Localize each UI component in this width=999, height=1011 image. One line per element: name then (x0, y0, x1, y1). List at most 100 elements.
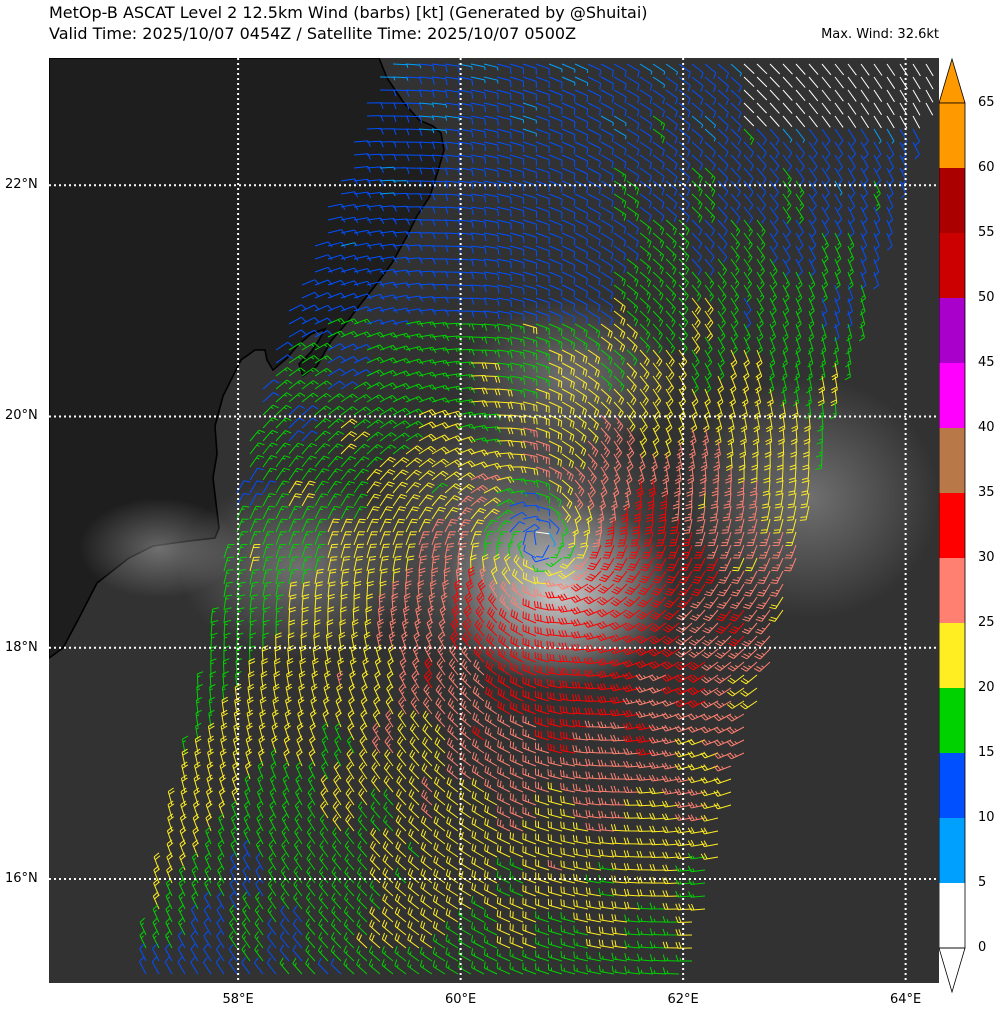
wind-barb (674, 813, 693, 821)
wind-barb (353, 518, 366, 533)
wind-barb (353, 443, 370, 455)
wind-barb (457, 154, 474, 164)
wind-barb (534, 639, 550, 650)
wind-barb (513, 554, 524, 572)
wind-barb (678, 63, 691, 79)
wind-barb (587, 466, 597, 484)
wind-barb (306, 879, 316, 897)
wind-barb (344, 866, 355, 884)
wind-barb (626, 297, 639, 314)
wind-barb (611, 862, 628, 871)
wind-barb (610, 824, 628, 832)
wind-barb (356, 880, 368, 897)
wind-barb (470, 542, 480, 559)
wind-barb (602, 544, 615, 559)
wind-barbs (139, 63, 934, 975)
wind-barb (314, 393, 332, 403)
wind-barb (600, 401, 612, 418)
wind-barb (750, 466, 758, 484)
wind-barb (382, 841, 394, 858)
wind-barb (216, 891, 225, 910)
colorbar-bin (939, 493, 965, 558)
wind-barb (573, 847, 589, 858)
wind-barb (249, 505, 263, 520)
wind-barb (262, 379, 280, 390)
wind-barb (587, 310, 601, 325)
wind-barb (483, 141, 499, 152)
wind-barb (623, 888, 641, 897)
wind-barb (405, 420, 424, 429)
wind-barb (327, 518, 340, 533)
wind-barb (730, 154, 742, 171)
wind-barb (314, 266, 333, 273)
wind-barb (808, 193, 817, 212)
wind-barb (509, 375, 526, 385)
wind-barb (273, 657, 281, 676)
wind-barb (340, 543, 352, 559)
wind-barb (639, 297, 651, 314)
wind-barb (397, 736, 407, 754)
wind-barb (268, 826, 277, 845)
wind-barb (596, 633, 615, 642)
wind-barb (613, 440, 623, 459)
wind-barb (722, 505, 732, 522)
wind-barb (496, 818, 511, 832)
wind-barb (152, 891, 160, 910)
wind-barb (366, 543, 378, 559)
wind-barb (327, 267, 346, 274)
wind-barb (368, 945, 381, 962)
wind-barb (535, 323, 550, 336)
wind-barb (424, 644, 433, 663)
wind-barb (522, 206, 537, 218)
wind-barb (379, 115, 397, 123)
wind-barb (665, 180, 678, 196)
wind-barb (340, 368, 359, 377)
wind-barb (178, 865, 186, 884)
wind-barb (678, 154, 691, 171)
wind-barb (912, 76, 921, 90)
wind-barb (561, 492, 573, 509)
colorbar-label-10: 10 (978, 810, 995, 825)
wind-barb (625, 466, 633, 485)
wind-barb (612, 479, 620, 498)
wind-barb (511, 568, 524, 585)
wind-barb (560, 938, 576, 949)
wind-barb (340, 468, 356, 481)
wind-barb (730, 141, 742, 158)
wind-barb (732, 544, 745, 559)
wind-barb (535, 833, 550, 845)
wind-barb (761, 505, 771, 522)
wind-barb (661, 737, 680, 745)
wind-barb (449, 645, 459, 663)
max-wind-label: Max. Wind: 32.6kt (821, 27, 939, 42)
wind-barb (327, 468, 343, 481)
wind-barb (275, 556, 286, 572)
wind-barb (689, 622, 706, 634)
wind-barb (704, 102, 717, 119)
wind-barb (600, 414, 612, 431)
wind-barb (561, 310, 576, 324)
wind-barb (776, 454, 784, 471)
wind-barb (726, 726, 745, 735)
wind-barb (353, 481, 369, 494)
wind-barb (446, 737, 459, 754)
wind-barb (284, 722, 291, 741)
wind-barb (322, 722, 329, 741)
wind-barb (353, 568, 363, 585)
wind-barb (678, 141, 691, 157)
wind-barb (496, 245, 512, 256)
wind-barb (314, 367, 333, 377)
wind-barb (314, 480, 329, 494)
wind-barb (573, 886, 589, 897)
wind-barb (693, 544, 706, 559)
wind-barb (445, 908, 459, 923)
wind-barb (522, 676, 537, 689)
wind-barb (445, 921, 459, 936)
wind-barb (708, 518, 719, 534)
wind-barb (613, 284, 626, 300)
wind-barb (446, 790, 459, 806)
wind-barb (275, 455, 291, 468)
wind-barb (275, 518, 288, 533)
wind-barb (483, 76, 499, 84)
wind-barb (626, 63, 640, 78)
